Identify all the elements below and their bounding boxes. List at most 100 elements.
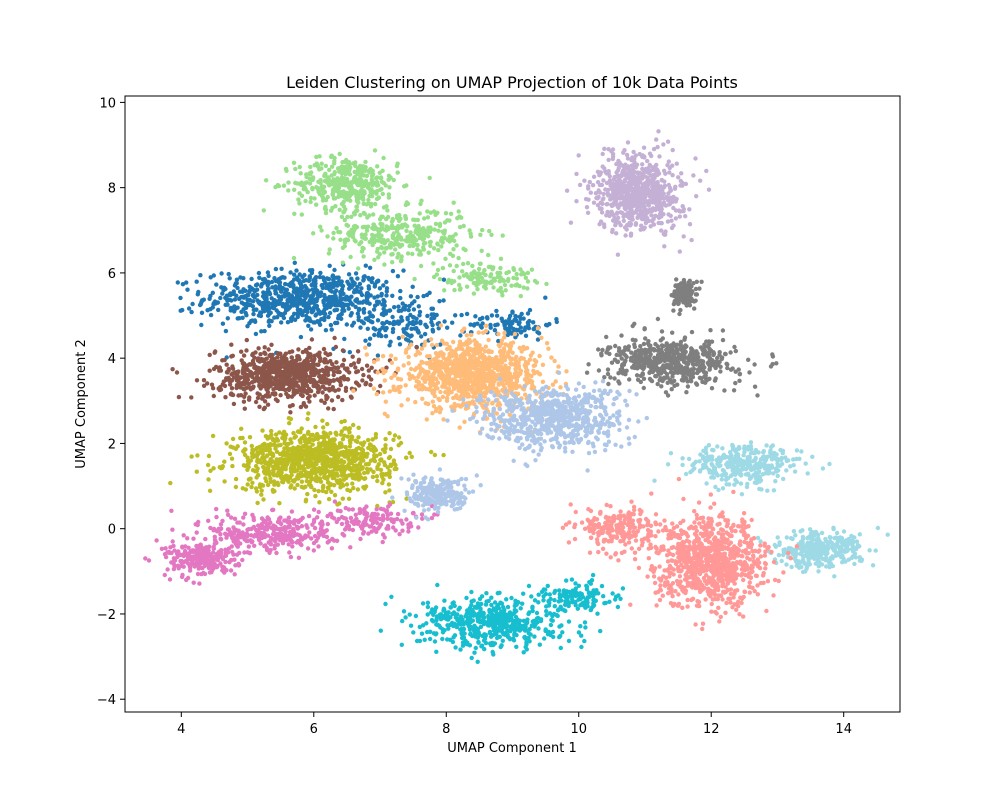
scatter-point — [245, 459, 251, 464]
scatter-point — [275, 480, 280, 485]
scatter-point — [272, 358, 278, 364]
scatter-point — [208, 468, 213, 473]
scatter-point — [178, 295, 183, 301]
scatter-point — [364, 466, 370, 472]
scatter-point — [232, 572, 237, 577]
scatter-point — [412, 223, 417, 228]
scatter-point — [311, 281, 316, 287]
scatter-point — [307, 479, 313, 484]
scatter-point — [228, 568, 234, 573]
scatter-point — [510, 320, 515, 326]
scatter-point — [385, 238, 390, 243]
scatter-point — [241, 353, 247, 358]
scatter-point — [525, 320, 531, 325]
scatter-point — [250, 358, 256, 364]
scatter-point — [360, 245, 365, 251]
scatter-point — [249, 484, 254, 490]
scatter-point — [292, 435, 297, 440]
scatter-point — [487, 370, 492, 376]
scatter-point — [230, 436, 236, 442]
scatter-point — [299, 479, 305, 484]
scatter-point — [298, 440, 303, 445]
scatter-point — [271, 473, 277, 478]
scatter-point — [425, 313, 430, 319]
scatter-point — [288, 416, 294, 422]
scatter-point — [358, 213, 363, 218]
scatter-point — [418, 369, 424, 374]
scatter-point — [170, 367, 175, 372]
scatter-point — [364, 454, 369, 459]
scatter-point — [406, 307, 411, 313]
scatter-point — [265, 380, 270, 386]
scatter-point — [295, 304, 300, 309]
scatter-point — [337, 278, 342, 284]
scatter-point — [518, 325, 523, 330]
scatter-point — [474, 364, 479, 369]
scatter-point — [296, 197, 301, 202]
scatter-point — [307, 345, 312, 351]
scatter-point — [409, 326, 414, 331]
scatter-point — [326, 480, 331, 485]
scatter-point — [244, 348, 249, 353]
scatter-point — [227, 276, 232, 281]
scatter-point — [441, 277, 447, 282]
scatter-point — [302, 367, 307, 372]
scatter-point — [252, 318, 258, 323]
scatter-point — [273, 266, 279, 272]
scatter-point — [277, 298, 282, 303]
scatter-point — [437, 350, 443, 355]
scatter-point — [463, 247, 468, 253]
scatter-point — [457, 282, 462, 288]
scatter-point — [305, 491, 310, 497]
scatter-point — [453, 313, 458, 318]
scatter-point — [373, 201, 378, 207]
scatter-point — [311, 358, 316, 363]
scatter-point — [505, 278, 511, 284]
scatter-point — [474, 371, 479, 376]
scatter-point — [312, 299, 317, 305]
scatter-point — [326, 314, 331, 320]
scatter-point — [335, 176, 340, 181]
scatter-point — [355, 276, 360, 281]
scatter-point — [340, 160, 345, 165]
scatter-point — [325, 474, 330, 480]
scatter-point — [317, 451, 323, 456]
scatter-point — [308, 199, 313, 205]
scatter-point — [257, 484, 263, 490]
scatter-point — [232, 297, 238, 302]
scatter-point — [321, 346, 327, 352]
scatter-point — [229, 456, 235, 461]
scatter-point — [300, 450, 305, 455]
scatter-point — [439, 338, 445, 343]
scatter-point — [405, 315, 410, 320]
scatter-point — [333, 365, 339, 371]
scatter-point — [328, 285, 333, 290]
scatter-point — [342, 237, 348, 243]
scatter-point — [257, 358, 263, 364]
scatter-point — [364, 363, 370, 368]
scatter-point — [264, 303, 269, 308]
scatter-point — [386, 455, 392, 461]
scatter-point — [353, 271, 359, 276]
scatter-point — [389, 375, 394, 380]
scatter-point — [398, 295, 403, 301]
scatter-point — [303, 404, 309, 409]
scatter-point — [202, 556, 208, 561]
scatter-point — [364, 173, 370, 179]
scatter-point — [298, 281, 303, 287]
scatter-point — [388, 245, 393, 250]
scatter-point — [375, 164, 380, 169]
scatter-point — [262, 280, 267, 285]
scatter-point — [257, 275, 262, 280]
scatter-point — [529, 267, 535, 272]
scatter-point — [341, 477, 347, 482]
scatter-point — [209, 382, 215, 387]
scatter-point — [483, 372, 488, 377]
scatter-point — [496, 390, 501, 396]
scatter-point — [372, 284, 377, 289]
scatter-point — [441, 231, 447, 236]
scatter-point — [475, 390, 480, 395]
scatter-point — [288, 270, 293, 275]
scatter-point — [501, 346, 507, 351]
